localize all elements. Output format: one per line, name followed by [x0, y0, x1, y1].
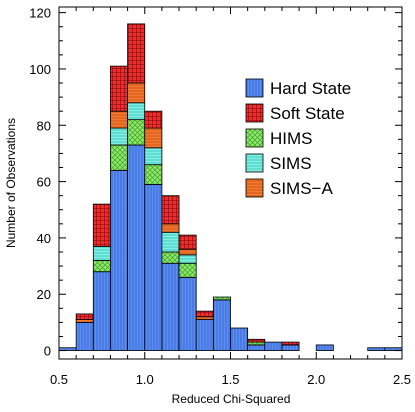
bar-hims	[178, 262, 197, 278]
bar-hard-state	[161, 262, 180, 351]
y-tick-label: 120	[29, 6, 51, 21]
bar-sims-a	[144, 127, 163, 149]
bar-hard-state	[264, 341, 283, 351]
legend-label-hims: HIMS	[270, 129, 313, 148]
x-tick-label: 2.5	[393, 372, 411, 387]
x-tick-label: 1.0	[136, 372, 154, 387]
bar-sims	[127, 102, 146, 121]
legend-swatch-sims	[245, 153, 264, 173]
bar-hims	[161, 251, 180, 264]
bar-hard-state	[315, 344, 334, 351]
bar-hard-state	[230, 327, 249, 351]
bar-hims	[212, 296, 231, 301]
y-tick-label: 0	[44, 344, 51, 359]
bar-hard-state	[92, 271, 111, 351]
legend-label-sims-a: SIMS−A	[270, 179, 333, 198]
bar-soft-state	[178, 234, 197, 250]
bar-hard-state	[144, 184, 163, 351]
bar-hard-state	[367, 347, 386, 351]
bar-sims	[161, 231, 180, 253]
bar-hard-state	[195, 319, 214, 351]
bar-stack-group	[58, 23, 403, 351]
bar-hard-state	[384, 347, 403, 351]
bar-soft-state	[127, 23, 146, 84]
bar-hard-state	[110, 169, 128, 351]
bar-soft-state	[110, 65, 128, 112]
bar-hims	[144, 164, 163, 185]
legend-swatch-sims-a	[245, 178, 264, 198]
legend-label-sims: SIMS	[270, 154, 312, 173]
bar-soft-state	[144, 110, 163, 129]
y-tick-label: 20	[37, 287, 51, 302]
bar-sims-a	[161, 223, 180, 233]
bar-soft-state	[75, 313, 94, 320]
legend-label-soft-state: Soft State	[270, 104, 345, 123]
bar-soft-state	[195, 310, 214, 318]
bar-sims	[144, 147, 163, 166]
bar-hard-state	[281, 344, 300, 351]
y-axis-label: Number of Observations	[4, 118, 18, 248]
bar-soft-state	[92, 203, 111, 247]
legend-swatch-hard-state	[245, 78, 264, 98]
x-tick-label: 2.0	[307, 372, 325, 387]
bar-hims	[92, 260, 111, 273]
bar-hims	[127, 119, 146, 146]
y-tick-label: 60	[37, 175, 51, 190]
bar-hard-state	[75, 321, 94, 351]
y-tick-label: 40	[37, 231, 51, 246]
bar-hard-state	[247, 344, 266, 351]
bar-soft-state	[161, 195, 180, 225]
bar-hims	[110, 144, 128, 171]
y-tick-label: 100	[29, 62, 51, 77]
bar-sims-a	[75, 319, 94, 323]
bar-sims-a	[195, 316, 214, 320]
bar-hard-state	[212, 299, 231, 351]
bar-hard-state	[178, 276, 197, 351]
legend: Hard State Soft State HIMS SIMS SIMS−A	[245, 78, 351, 198]
bar-hard-state	[127, 144, 146, 351]
bar-sims-a	[178, 248, 197, 256]
x-tick-label: 1.5	[221, 372, 239, 387]
y-tick-label: 80	[37, 118, 51, 133]
bar-soft-state	[281, 341, 300, 346]
legend-swatch-soft-state	[245, 103, 264, 123]
bar-sims	[110, 127, 128, 146]
bar-sims-a	[127, 82, 146, 104]
bar-sims	[178, 254, 197, 264]
legend-swatch-hims	[245, 128, 264, 148]
legend-label-hard-state: Hard State	[270, 79, 351, 98]
bar-hims	[247, 341, 266, 346]
axes-group: 0.5 1.0 1.5 2.0 2.5 0 20 40 60 80 100 120	[29, 6, 411, 387]
bar-soft-state	[247, 338, 266, 343]
x-tick-label: 0.5	[50, 372, 68, 387]
x-axis-label: Reduced Chi-Squared	[172, 392, 291, 406]
bar-sims-a	[110, 110, 128, 129]
bar-sims	[92, 245, 111, 261]
